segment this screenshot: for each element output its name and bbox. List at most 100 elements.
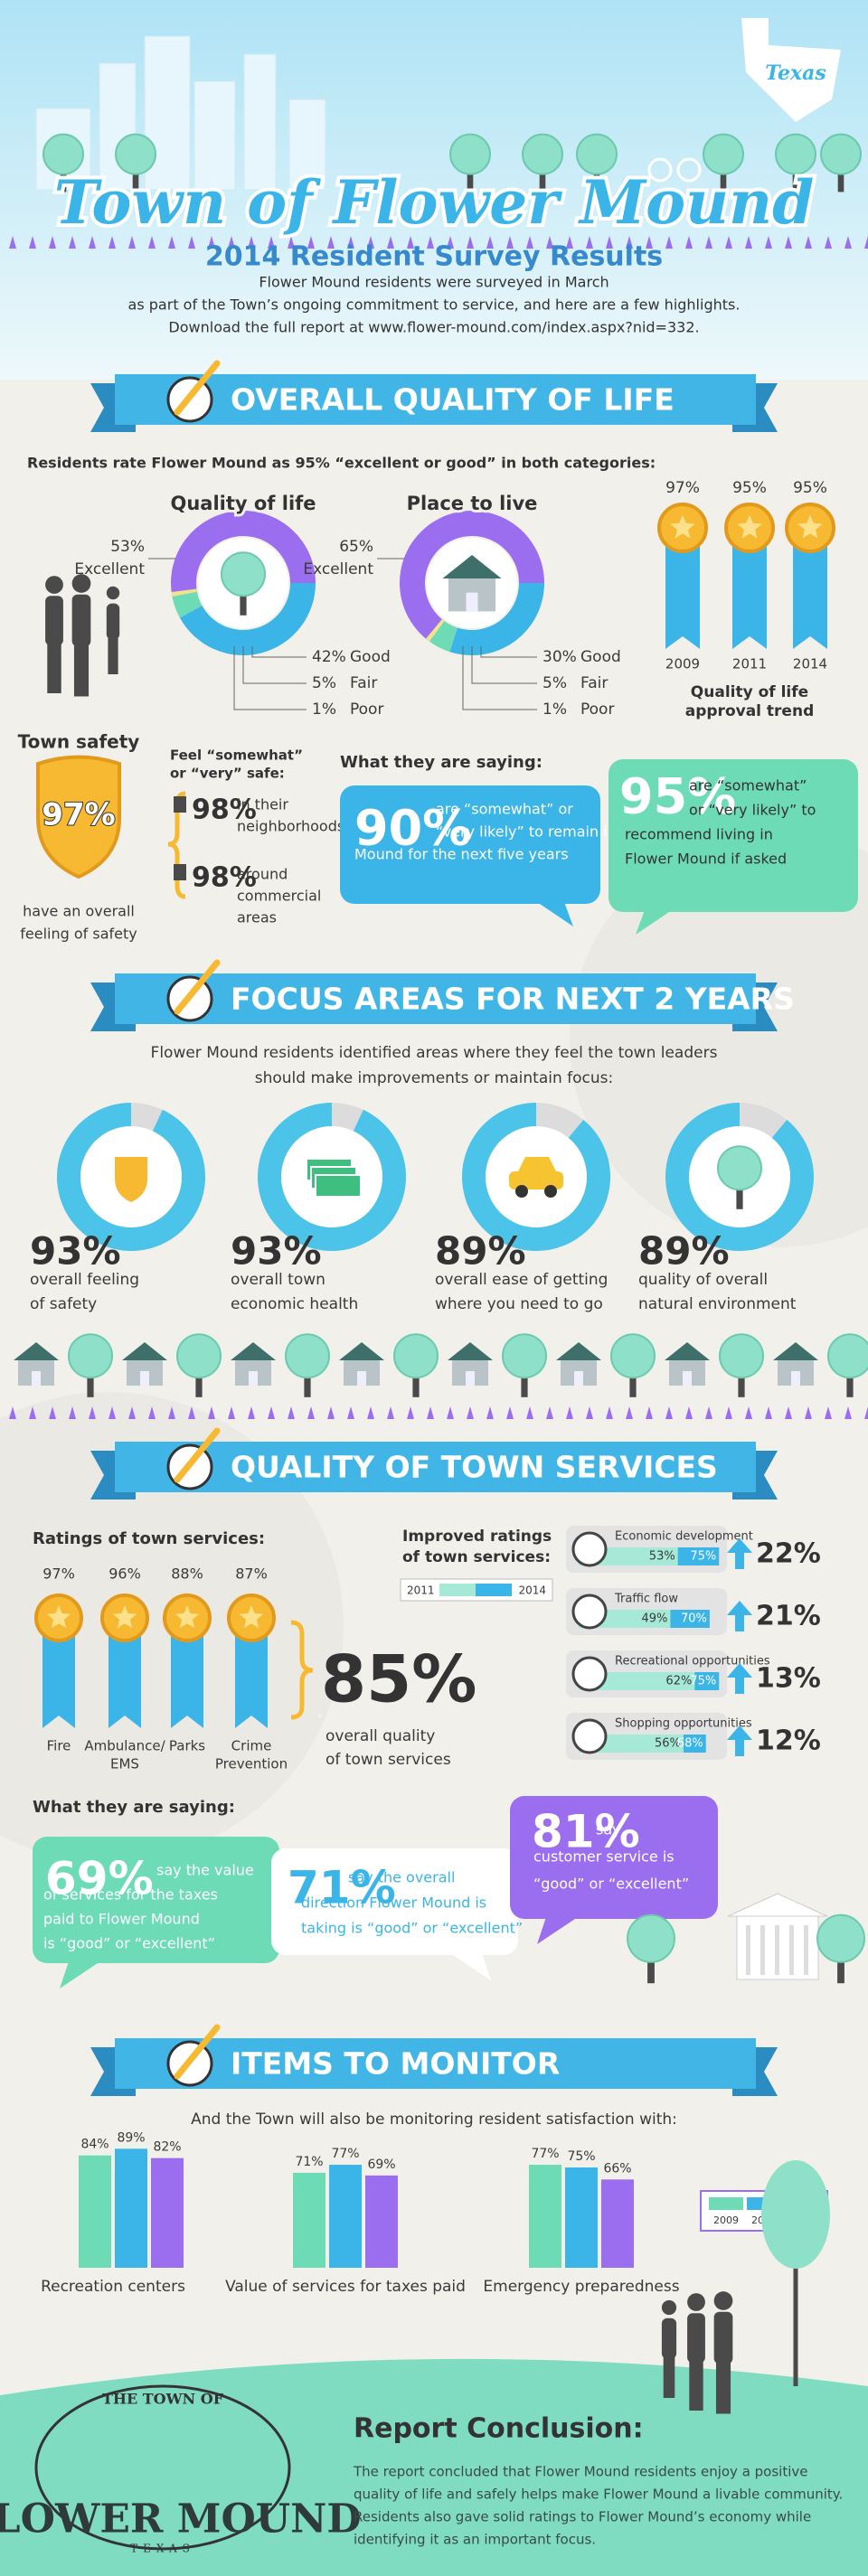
decoration bbox=[268, 236, 275, 249]
decoration bbox=[571, 1656, 608, 1692]
decoration bbox=[610, 1333, 656, 1379]
decoration bbox=[765, 236, 772, 249]
label: Residents also gave solid ratings to Flo… bbox=[354, 2509, 811, 2525]
decoration bbox=[122, 1342, 167, 1360]
label: 56% bbox=[655, 1737, 681, 1751]
donut-segment bbox=[462, 1103, 611, 1252]
decoration bbox=[60, 1961, 100, 1988]
decoration bbox=[427, 1406, 434, 1419]
decoration bbox=[367, 236, 374, 249]
decoration bbox=[816, 1913, 865, 1963]
ribbon bbox=[108, 1627, 141, 1728]
decoration bbox=[715, 2362, 731, 2414]
decoration bbox=[174, 1427, 221, 1483]
label: Ratings of town services: bbox=[33, 1529, 265, 1548]
label: What they are saying: bbox=[33, 1798, 235, 1817]
label: 53% bbox=[110, 538, 145, 556]
intro: Residents rate Flower Mound as 95% “exce… bbox=[27, 455, 656, 472]
label: Ambulance/ bbox=[84, 1738, 165, 1754]
label: Fire bbox=[47, 1738, 71, 1754]
arrow bbox=[727, 1538, 752, 1569]
decoration bbox=[736, 1172, 743, 1209]
label: say bbox=[596, 1821, 621, 1838]
decoration bbox=[208, 1406, 215, 1419]
label: 5% bbox=[542, 674, 567, 692]
decoration bbox=[746, 1925, 750, 1975]
decoration bbox=[251, 646, 307, 658]
speech-bubble bbox=[609, 759, 858, 912]
decoration bbox=[174, 360, 221, 416]
intro: Flower Mound residents were surveyed in … bbox=[259, 274, 609, 291]
overall-mark bbox=[318, 1714, 322, 1717]
decoration bbox=[115, 133, 156, 175]
label: should make improvements or maintain foc… bbox=[255, 1069, 613, 1087]
decoration bbox=[629, 1360, 637, 1397]
decoration bbox=[87, 1360, 94, 1397]
decoration bbox=[242, 646, 307, 684]
decoration bbox=[393, 1333, 439, 1379]
decoration bbox=[168, 236, 175, 249]
decoration bbox=[387, 1406, 394, 1419]
decoration bbox=[703, 133, 744, 175]
label: Quality of life bbox=[691, 683, 808, 701]
label: 89% bbox=[117, 2130, 145, 2145]
label: natural environment bbox=[638, 1295, 797, 1313]
decoration bbox=[775, 1925, 779, 1975]
decoration bbox=[128, 1406, 136, 1419]
decoration bbox=[307, 236, 315, 249]
state-label: Texas bbox=[765, 61, 826, 85]
decoration bbox=[174, 2024, 221, 2080]
decoration bbox=[646, 1406, 653, 1419]
label: Traffic flow bbox=[614, 1593, 678, 1606]
decoration bbox=[797, 514, 823, 539]
safety-icon bbox=[174, 796, 186, 813]
decoration bbox=[132, 158, 139, 193]
label: where you need to go bbox=[435, 1295, 603, 1313]
label: say the value bbox=[156, 1862, 254, 1879]
decoration bbox=[537, 902, 573, 926]
label: Emergency preparedness bbox=[483, 2278, 679, 2296]
decoration bbox=[738, 1360, 745, 1397]
label: of town services: bbox=[402, 1548, 551, 1566]
label: 66% bbox=[603, 2161, 631, 2176]
decoration bbox=[71, 574, 91, 593]
decoration bbox=[593, 158, 600, 193]
decoration bbox=[586, 236, 593, 249]
decoration bbox=[108, 236, 116, 249]
label: neighborhoods bbox=[237, 818, 344, 835]
label: commercial bbox=[237, 888, 321, 905]
label: overall ease of getting bbox=[435, 1271, 608, 1289]
donut-title: Quality of life bbox=[170, 493, 316, 514]
decoration bbox=[825, 236, 832, 249]
label: 97% bbox=[665, 479, 700, 497]
bar bbox=[151, 2158, 184, 2268]
decoration bbox=[471, 646, 537, 684]
decoration bbox=[462, 646, 537, 710]
decoration bbox=[606, 1406, 613, 1419]
decoration bbox=[174, 959, 221, 1015]
decoration bbox=[315, 1174, 362, 1198]
section-heading: FOCUS AREAS FOR NEXT 2 YEARS bbox=[231, 982, 795, 1017]
label: 49% bbox=[642, 1612, 668, 1626]
label: 98% bbox=[192, 794, 257, 826]
decoration bbox=[168, 1406, 175, 1419]
label: 62% bbox=[665, 1675, 692, 1688]
decoration bbox=[9, 1406, 16, 1419]
decoration bbox=[506, 1406, 514, 1419]
decoration bbox=[537, 1917, 578, 1944]
label: Prevention bbox=[215, 1756, 288, 1772]
label: in their bbox=[237, 796, 288, 813]
decoration bbox=[108, 638, 118, 674]
speech-bubble bbox=[510, 1796, 718, 1919]
decoration bbox=[228, 236, 235, 249]
label: 75% bbox=[690, 1675, 716, 1688]
bar bbox=[115, 2148, 147, 2268]
banner bbox=[115, 374, 756, 425]
ribbon bbox=[171, 1627, 203, 1728]
ribbon bbox=[235, 1627, 268, 1728]
decoration bbox=[522, 133, 563, 175]
decoration bbox=[761, 2160, 830, 2269]
decoration bbox=[626, 236, 633, 249]
decoration bbox=[705, 1406, 712, 1419]
decoration bbox=[248, 1406, 255, 1419]
